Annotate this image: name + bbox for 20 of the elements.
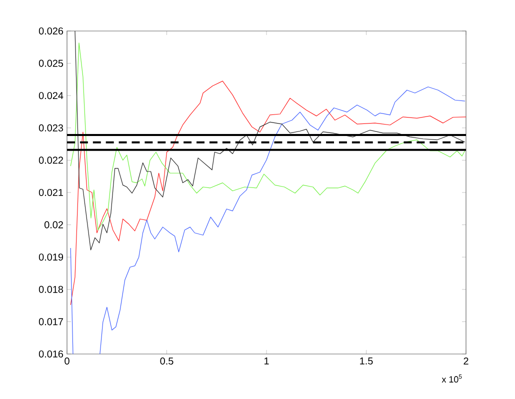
y-tick-label: 0.019 [38, 254, 64, 261]
y-tick-label: 0.021 [38, 188, 64, 196]
line-series [70, 80, 466, 306]
y-tick-label: 0.024 [38, 92, 64, 100]
line-series [70, 42, 466, 230]
y-tick-label: 0.017 [38, 318, 63, 326]
text: x 10$^{5}$ [442, 374, 462, 383]
x-tick-label: 1 [264, 358, 269, 364]
y-tick-label: 0.016 [38, 350, 64, 358]
y-tick-label: 0.02 [44, 221, 63, 228]
y-tick-label: 0.023 [38, 124, 64, 132]
line-series [74, 30, 466, 250]
y-tick-label: 0.025 [38, 60, 64, 67]
x-tick-label: 0 [64, 358, 70, 365]
y-tick-label: 0.018 [38, 286, 64, 293]
y-tick-label: 0.022 [38, 156, 63, 164]
x-tick-label: 2 [464, 358, 468, 364]
x-tick-label: 1.5 [360, 358, 373, 364]
y-tick-label: 0.026 [38, 27, 64, 35]
x-tick-label: 0.5 [160, 358, 174, 365]
